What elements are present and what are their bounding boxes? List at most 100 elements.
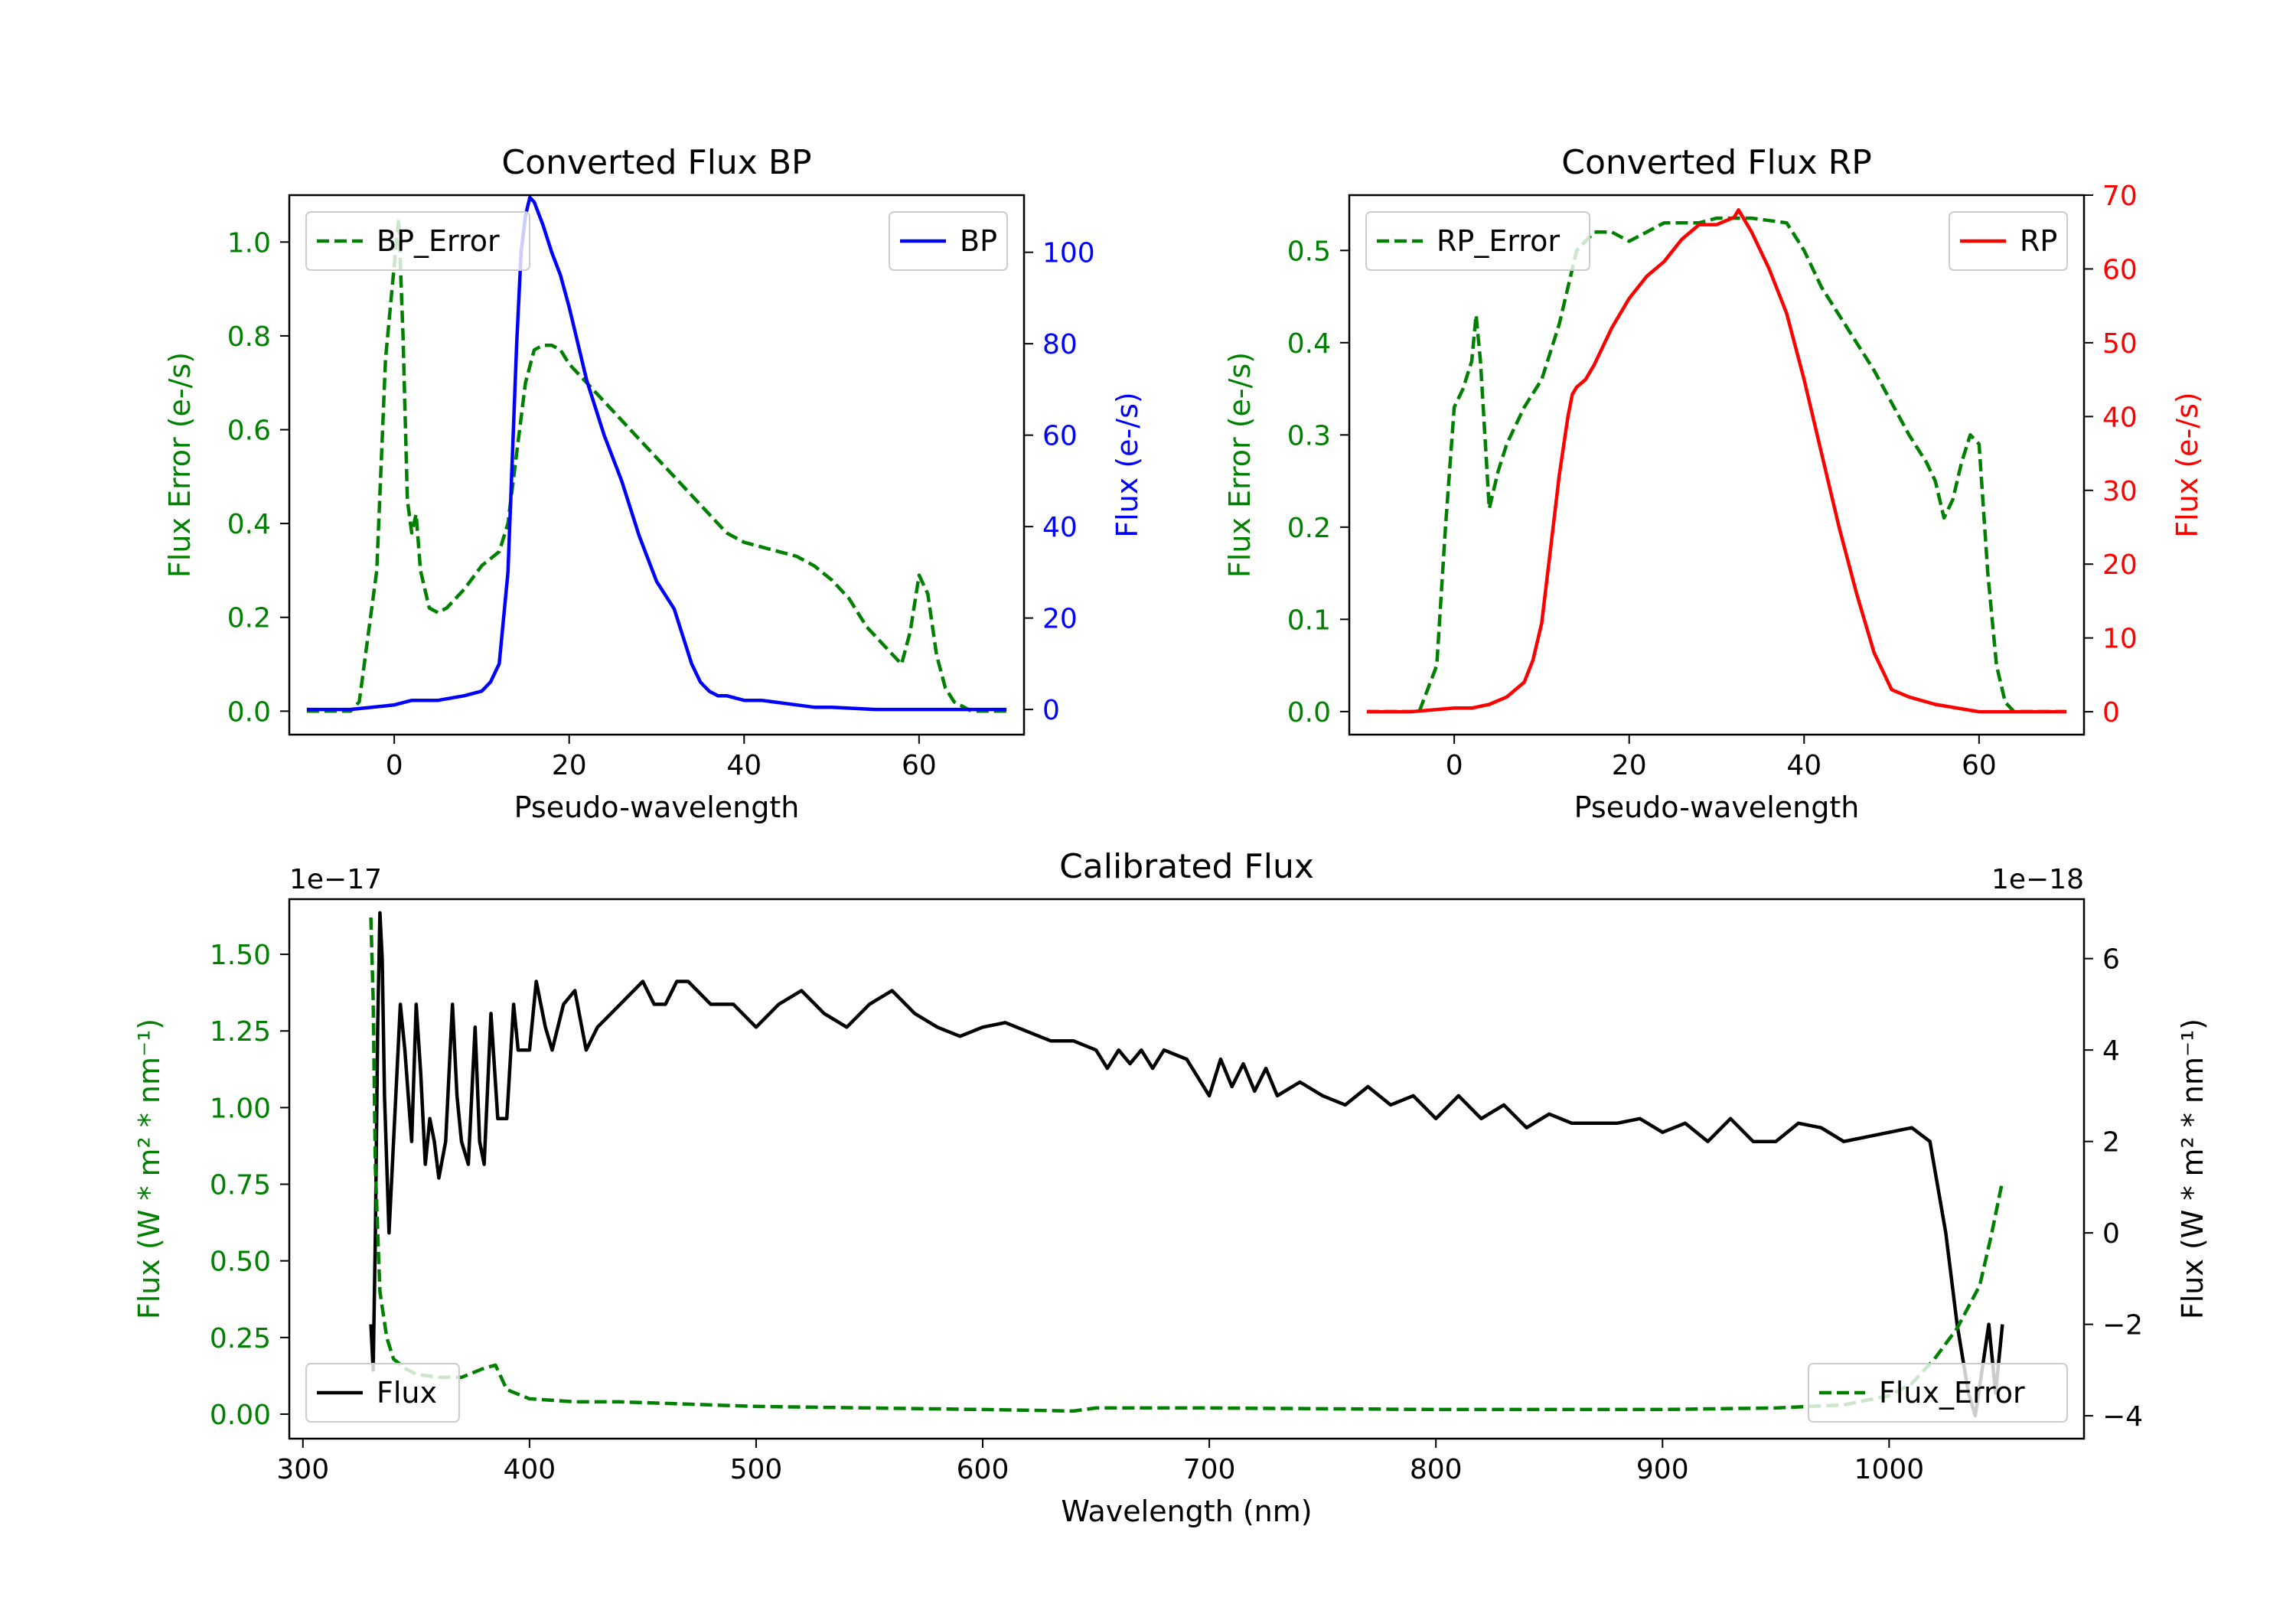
- right-y-tick-label: −2: [2102, 1310, 2143, 1341]
- right-y-tick-label: 10: [2102, 624, 2138, 655]
- legend-label: Flux: [377, 1376, 437, 1410]
- legend-box: [305, 1363, 460, 1423]
- legend-label: Flux_Error: [1879, 1376, 2025, 1410]
- left-y-tick-label: 0.75: [210, 1170, 271, 1201]
- chart-title: Converted Flux BP: [501, 143, 811, 182]
- right-y-tick-label: 70: [2102, 181, 2138, 212]
- left-y-tick-label: 0.6: [227, 416, 271, 447]
- x-tick-label: 60: [1962, 750, 1997, 781]
- legend-box: [1365, 211, 1590, 271]
- left-y-axis-label: Flux Error (e-/s): [163, 352, 197, 578]
- x-tick-label: 1000: [1854, 1454, 1925, 1485]
- right-y-axis-label: Flux (W * m² * nm⁻¹): [2176, 1019, 2210, 1319]
- left-y-tick-label: 1.25: [210, 1016, 271, 1048]
- left-y-tick-label: 0.5: [1287, 236, 1331, 267]
- x-axis-label: Pseudo-wavelength: [1574, 790, 1860, 824]
- right-offset-label: 1e−18: [1991, 864, 2084, 895]
- chart-title: Converted Flux RP: [1561, 143, 1872, 182]
- series-line-bp: [306, 195, 1007, 712]
- x-tick-label: 40: [726, 750, 762, 781]
- x-tick-label: 0: [1446, 750, 1463, 781]
- left-y-tick-label: 0.1: [1287, 605, 1331, 636]
- right-y-tick-label: 20: [1042, 604, 1078, 635]
- series-line-rp: [1366, 208, 2067, 714]
- left-y-tick-label: 0.0: [227, 696, 271, 728]
- right-y-tick-label: 0: [2102, 1218, 2120, 1250]
- x-tick-label: 400: [503, 1454, 556, 1485]
- x-tick-label: 600: [957, 1454, 1009, 1485]
- right-y-axis-label: Flux (e-/s): [1110, 392, 1144, 537]
- x-axis-label: Wavelength (nm): [1061, 1495, 1312, 1528]
- series-line-bp-error: [306, 217, 1007, 713]
- legend-box: [889, 211, 1008, 271]
- chart-panel-1: Converted Flux BP 0 20 40 60 Pseudo-wavelengt…: [163, 143, 1144, 824]
- series-line-flux-error: [369, 917, 2004, 1413]
- legend-bp-error: BP_Error: [305, 211, 530, 271]
- legend-label: BP_Error: [377, 224, 500, 258]
- legend-box: [305, 211, 530, 271]
- legend-flux-error: Flux_Error: [1808, 1363, 2068, 1423]
- right-y-tick-label: 40: [2102, 402, 2138, 433]
- x-tick-label: 40: [1786, 750, 1821, 781]
- right-y-tick-label: 0: [1042, 695, 1060, 726]
- left-y-tick-label: 1.50: [210, 940, 271, 971]
- left-y-tick-label: 0.25: [210, 1323, 271, 1354]
- x-tick-label: 20: [552, 750, 587, 781]
- x-tick-label: 900: [1636, 1454, 1689, 1485]
- right-y-axis-label: Flux (e-/s): [2170, 392, 2204, 537]
- left-y-tick-label: 0.50: [210, 1247, 271, 1278]
- x-tick-label: 800: [1410, 1454, 1463, 1485]
- legend-rp: RP: [1949, 211, 2068, 271]
- legend-flux: Flux: [305, 1363, 460, 1423]
- legend-rp-error: RP_Error: [1365, 211, 1590, 271]
- right-y-tick-label: 2: [2102, 1127, 2120, 1159]
- left-y-tick-label: 0.00: [210, 1400, 271, 1431]
- legend-label: BP: [960, 224, 997, 258]
- x-tick-label: 500: [730, 1454, 783, 1485]
- plot-frame: [288, 898, 2086, 1440]
- left-y-tick-label: 0.4: [227, 509, 271, 540]
- left-y-axis-label: Flux Error (e-/s): [1223, 352, 1257, 578]
- right-y-tick-label: 40: [1042, 512, 1078, 543]
- x-tick-label: 60: [902, 750, 937, 781]
- left-y-tick-label: 1.0: [227, 227, 271, 259]
- legend-label: RP: [2020, 224, 2057, 258]
- plot-frame: [288, 194, 1026, 736]
- right-y-tick-label: 50: [2102, 328, 2138, 360]
- chart-panel-2: Converted Flux RP 0 20 40 60 Pseudo-wavelengt…: [1223, 143, 2204, 824]
- left-y-tick-label: 0.2: [1287, 513, 1331, 544]
- series-line-rp-error: [1366, 216, 2067, 714]
- x-tick-label: 20: [1612, 750, 1647, 781]
- plot-frame: [1348, 194, 2086, 736]
- left-offset-label: 1e−17: [289, 864, 382, 895]
- x-tick-label: 700: [1183, 1454, 1236, 1485]
- left-y-axis-label: Flux (W * m² * nm⁻¹): [132, 1019, 166, 1319]
- x-tick-label: 0: [386, 750, 403, 781]
- right-y-tick-label: 80: [1042, 329, 1078, 360]
- right-y-tick-label: 30: [2102, 476, 2138, 507]
- right-y-tick-label: 0: [2102, 697, 2120, 729]
- x-tick-label: 300: [276, 1454, 329, 1485]
- right-y-tick-label: 100: [1042, 238, 1095, 269]
- right-y-tick-label: −4: [2102, 1401, 2143, 1433]
- legend-box: [1808, 1363, 2068, 1423]
- chart-panel-3: Calibrated Flux 300 400 500 600 700 800 900 1000…: [132, 847, 2210, 1528]
- right-y-tick-label: 20: [2102, 549, 2138, 581]
- right-y-tick-label: 4: [2102, 1035, 2120, 1067]
- right-y-tick-label: 60: [1042, 421, 1078, 452]
- left-y-tick-label: 0.2: [227, 603, 271, 634]
- right-y-tick-label: 60: [2102, 254, 2138, 285]
- legend-box: [1949, 211, 2068, 271]
- right-y-tick-label: 6: [2102, 944, 2120, 976]
- left-y-tick-label: 0.3: [1287, 420, 1331, 451]
- left-y-tick-label: 1.00: [210, 1093, 271, 1124]
- left-y-tick-label: 0.4: [1287, 328, 1331, 360]
- left-y-tick-label: 0.0: [1287, 697, 1331, 729]
- legend-label: RP_Error: [1437, 224, 1560, 258]
- legend-bp: BP: [889, 211, 1008, 271]
- left-y-tick-label: 0.8: [227, 321, 271, 353]
- series-line-flux: [369, 911, 2004, 1418]
- x-axis-label: Pseudo-wavelength: [514, 790, 800, 824]
- chart-title: Calibrated Flux: [1059, 847, 1314, 886]
